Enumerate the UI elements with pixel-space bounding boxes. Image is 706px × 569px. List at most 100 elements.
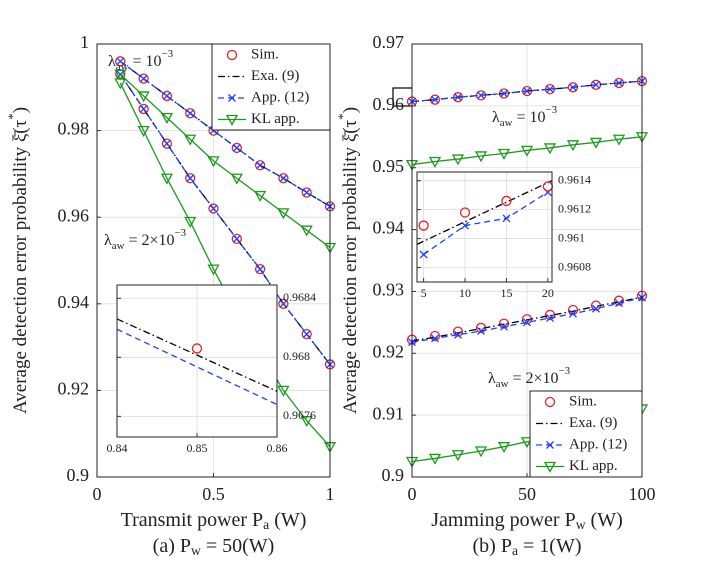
text-part: * (335, 113, 350, 119)
marker (418, 220, 429, 231)
marker (161, 90, 173, 102)
marker (162, 92, 171, 100)
legend-label: Exa. (9) (251, 68, 299, 84)
marker (302, 188, 311, 197)
y-tick-label: 0.98 (58, 119, 90, 139)
marker (452, 326, 464, 337)
marker (137, 125, 150, 137)
marker (569, 309, 577, 318)
marker (115, 56, 126, 67)
legend-label: KL app. (251, 111, 300, 127)
marker (185, 108, 196, 119)
marker (207, 264, 220, 276)
text-part: Average detection error probability ξ̄(τ (340, 119, 361, 414)
marker (139, 74, 148, 83)
text-part: = 1(W) (518, 535, 581, 557)
marker (301, 328, 312, 340)
y-axis-label: Average detection error probability ξ̄(τ… (335, 107, 361, 414)
marker (431, 95, 439, 104)
marker (497, 148, 511, 160)
text-part: = 2×10 (508, 370, 558, 387)
y-tick-label: 0.94 (373, 218, 405, 238)
marker (544, 309, 556, 321)
marker (256, 265, 265, 274)
y-tick-label: 0.91 (373, 403, 405, 423)
axes-frame (116, 284, 278, 438)
x-tick-label: 0.5 (202, 484, 225, 504)
y-tick-label: 0.92 (373, 341, 405, 361)
marker (231, 142, 242, 154)
legend-label: App. (12) (251, 89, 309, 105)
marker (461, 221, 469, 230)
marker (208, 203, 219, 214)
marker (459, 207, 471, 218)
marker (546, 85, 554, 94)
marker (137, 91, 150, 103)
marker (428, 156, 442, 168)
marker (477, 91, 485, 100)
text-part: λ (488, 370, 496, 387)
text-part: (W) (269, 509, 306, 531)
marker (253, 190, 267, 202)
x-tick-label: 50 (518, 484, 536, 504)
x-tick-label: 10 (459, 286, 471, 300)
legend-marker (225, 114, 239, 126)
marker (160, 173, 174, 185)
marker (278, 298, 289, 309)
x-tick-label: 100 (629, 484, 656, 504)
text-part: −3 (545, 104, 557, 116)
text-part: w (576, 517, 586, 532)
legend-label: Sim. (569, 393, 597, 409)
marker (277, 385, 290, 397)
text-part: a (263, 517, 269, 532)
series-line (119, 73, 331, 365)
legend-label: App. (12) (569, 436, 627, 452)
marker (569, 83, 577, 92)
x-tick-label: 0.85 (187, 441, 208, 455)
marker (114, 78, 127, 90)
marker (615, 79, 623, 87)
series-line (119, 73, 331, 249)
marker (454, 93, 462, 102)
y-tick-label: 0.9676 (283, 408, 316, 422)
text-part: aw (112, 240, 125, 252)
marker (589, 137, 603, 149)
legend-label: Exa. (9) (569, 415, 617, 431)
series-line (119, 60, 331, 207)
marker (277, 208, 290, 220)
y-tick-label: 0.9 (67, 465, 90, 485)
series-line (416, 180, 553, 245)
legend-marker (228, 94, 236, 102)
text-part: λ (492, 109, 500, 126)
marker (300, 416, 313, 428)
inset-background (417, 172, 552, 282)
x-tick-label: 20 (542, 286, 554, 300)
marker (185, 173, 196, 184)
marker (138, 73, 149, 84)
marker (184, 134, 197, 146)
caption: (b) Pa = 1(W) (473, 535, 582, 559)
x-axis-label: Transmit power Pa (W) (121, 509, 307, 533)
legend-marker (543, 461, 557, 473)
x-tick-label: 0 (408, 484, 417, 504)
legend-marker (544, 396, 556, 408)
text-part: = 10 (512, 109, 545, 126)
text-part: a (512, 543, 518, 558)
y-tick-label: 1 (80, 32, 89, 52)
text-part: Average detection error probability ξ̄(τ (10, 119, 31, 414)
text-part: ) (340, 107, 361, 113)
marker (428, 453, 442, 465)
y-tick-label: 0.9 (382, 465, 405, 485)
x-tick-label: 0 (93, 484, 102, 504)
y-axis-label: Average detection error probability ξ̄(τ… (5, 107, 31, 414)
marker (612, 134, 626, 146)
x-tick-label: 1 (326, 484, 335, 504)
marker (543, 143, 557, 155)
annotation: λaw = 10−3 (108, 48, 174, 73)
marker (451, 450, 465, 462)
text-part: −3 (559, 365, 571, 377)
marker (186, 109, 195, 118)
marker (500, 322, 508, 331)
y-tick-label: 0.96 (373, 94, 405, 114)
